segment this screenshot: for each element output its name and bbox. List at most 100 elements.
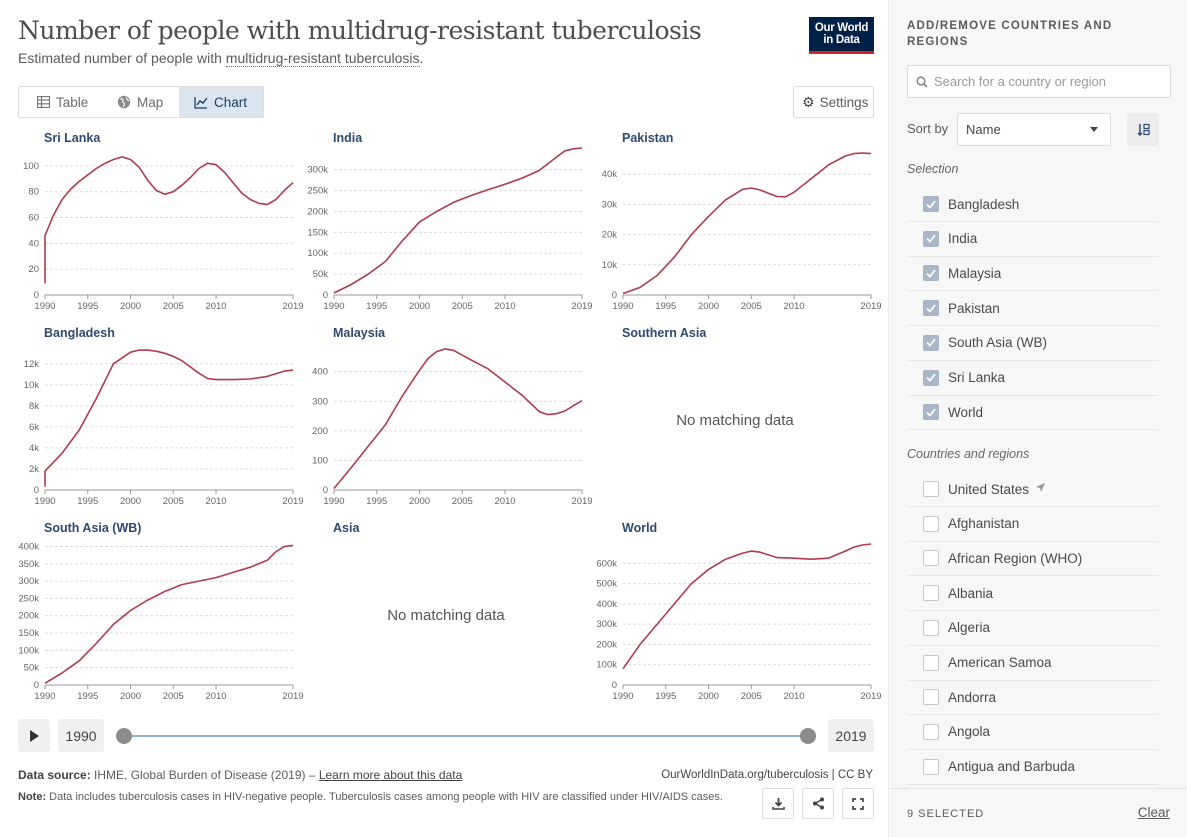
share-button[interactable] xyxy=(802,788,834,819)
y-tick-label: 30k xyxy=(602,199,618,210)
fullscreen-button[interactable] xyxy=(842,788,874,819)
check-icon xyxy=(926,304,936,313)
facet-south-asia-wb-: South Asia (WB) 0 50k 100k 150k 200k 250k 300k 3… xyxy=(18,521,303,702)
entity-row[interactable]: Pakistan xyxy=(907,291,1159,327)
checkbox-unchecked[interactable] xyxy=(923,481,939,497)
facet-malaysia: Malaysia 0 100 200 300 400 1990 1995 2000 2005 201… xyxy=(312,326,592,507)
globe-icon xyxy=(117,95,131,109)
tab-table[interactable]: Table xyxy=(19,87,99,117)
logo-line-2: in Data xyxy=(823,34,860,46)
tab-chart[interactable]: Chart xyxy=(179,87,263,117)
checkbox-checked[interactable] xyxy=(923,334,939,351)
entity-label: Albania xyxy=(948,585,994,601)
entity-label: Pakistan xyxy=(948,300,1000,316)
entity-row[interactable]: United States xyxy=(907,472,1159,507)
y-tick-label: 4k xyxy=(29,443,39,454)
checkbox-unchecked[interactable] xyxy=(923,515,939,532)
y-tick-label: 400 xyxy=(312,367,328,378)
tab-map[interactable]: Map xyxy=(99,87,179,117)
timeline-start-handle[interactable] xyxy=(116,728,132,744)
download-icon xyxy=(771,798,785,810)
facet-title: Southern Asia xyxy=(622,326,707,340)
owid-url[interactable]: OurWorldInData.org/tuberculosis | CC BY xyxy=(661,769,873,781)
checkbox-checked[interactable] xyxy=(923,265,939,282)
facet-title: Pakistan xyxy=(622,131,673,145)
y-tick-label: 12k xyxy=(24,359,40,370)
x-tick-label: 2005 xyxy=(741,301,762,312)
x-tick-label: 2010 xyxy=(783,301,804,312)
entity-row[interactable]: Antigua and Barbuda xyxy=(907,750,1159,785)
entity-row[interactable]: World xyxy=(907,395,1159,431)
download-button[interactable] xyxy=(762,788,794,819)
facet-pakistan: Pakistan 0 10k 20k 30k 40k 1990 1995 2000 2005 201… xyxy=(602,131,882,312)
x-tick-label: 1995 xyxy=(77,301,98,312)
sort-select[interactable]: Name xyxy=(957,113,1111,146)
y-tick-label: 200 xyxy=(312,426,328,437)
checkbox-unchecked[interactable] xyxy=(923,723,939,740)
timeline-end-handle[interactable] xyxy=(800,728,816,744)
y-tick-label: 0 xyxy=(34,680,39,691)
entity-row[interactable]: Andorra xyxy=(907,680,1159,716)
x-tick-label: 2000 xyxy=(409,301,430,312)
checkbox-checked[interactable] xyxy=(923,230,939,247)
expand-icon xyxy=(852,797,864,810)
checkbox-checked[interactable] xyxy=(923,369,939,386)
logo-line-1: Our World xyxy=(814,22,869,34)
x-tick-label: 2019 xyxy=(571,496,592,507)
learn-more-link[interactable]: Learn more about this data xyxy=(318,768,463,782)
view-tabs: Table Map Chart xyxy=(18,86,264,118)
x-tick-label: 2000 xyxy=(120,301,141,312)
facet-title: Asia xyxy=(333,521,360,535)
y-tick-label: 10k xyxy=(602,260,618,271)
entity-row[interactable]: Bangladesh xyxy=(907,187,1159,222)
checkbox-unchecked[interactable] xyxy=(923,585,939,602)
entity-row[interactable]: Albania xyxy=(907,576,1159,612)
checkbox-checked[interactable] xyxy=(923,404,939,421)
entity-row[interactable]: American Samoa xyxy=(907,646,1159,681)
y-tick-label: 6k xyxy=(29,422,39,433)
y-tick-label: 20 xyxy=(28,264,39,275)
entity-row[interactable]: Malaysia xyxy=(907,256,1159,292)
entity-row[interactable]: Afghanistan xyxy=(907,507,1159,542)
checkbox-unchecked[interactable] xyxy=(923,689,939,706)
clear-button[interactable]: Clear xyxy=(1137,805,1170,820)
timeline-end-year[interactable]: 2019 xyxy=(828,719,874,752)
facet-title: South Asia (WB) xyxy=(44,521,141,535)
entity-row[interactable]: Sri Lanka xyxy=(907,361,1159,396)
x-tick-label: 1995 xyxy=(77,496,98,507)
checkbox-unchecked[interactable] xyxy=(923,550,939,567)
timeline-start-year[interactable]: 1990 xyxy=(58,719,104,752)
y-tick-label: 0 xyxy=(34,485,39,496)
subtitle-definition-link[interactable]: multidrug-resistant tuberculosis xyxy=(225,50,420,67)
checkbox-unchecked[interactable] xyxy=(923,619,939,636)
timeline-track[interactable] xyxy=(123,735,808,737)
x-tick-label: 1995 xyxy=(655,691,676,702)
series-line xyxy=(44,156,294,284)
entity-row[interactable]: India xyxy=(907,222,1159,257)
x-tick-label: 1990 xyxy=(34,301,55,312)
y-tick-label: 40k xyxy=(602,169,618,180)
play-button[interactable] xyxy=(18,719,50,752)
entity-row[interactable]: Algeria xyxy=(907,611,1159,646)
entity-label: World xyxy=(948,404,984,420)
sort-value: Name xyxy=(966,122,1001,137)
checkbox-checked[interactable] xyxy=(923,300,939,317)
checkbox-checked[interactable] xyxy=(923,196,939,212)
y-tick-label: 250k xyxy=(18,593,39,604)
y-tick-label: 10k xyxy=(24,380,40,391)
series-line xyxy=(333,348,583,490)
entity-row[interactable]: South Asia (WB) xyxy=(907,326,1159,361)
checkbox-unchecked[interactable] xyxy=(923,758,939,775)
checkbox-unchecked[interactable] xyxy=(923,654,939,671)
x-tick-label: 2010 xyxy=(783,691,804,702)
settings-button[interactable]: ⚙ Settings xyxy=(793,86,874,118)
entity-row[interactable]: African Region (WHO) xyxy=(907,541,1159,577)
country-search-input[interactable]: Search for a country or region xyxy=(907,65,1171,98)
entity-label: United States xyxy=(948,481,1030,497)
entity-row[interactable]: Angola xyxy=(907,715,1159,750)
x-tick-label: 1995 xyxy=(366,301,387,312)
tab-table-label: Table xyxy=(56,94,89,110)
share-icon xyxy=(812,797,824,810)
owid-logo[interactable]: Our World in Data xyxy=(809,17,874,54)
sort-order-button[interactable] xyxy=(1127,113,1159,146)
